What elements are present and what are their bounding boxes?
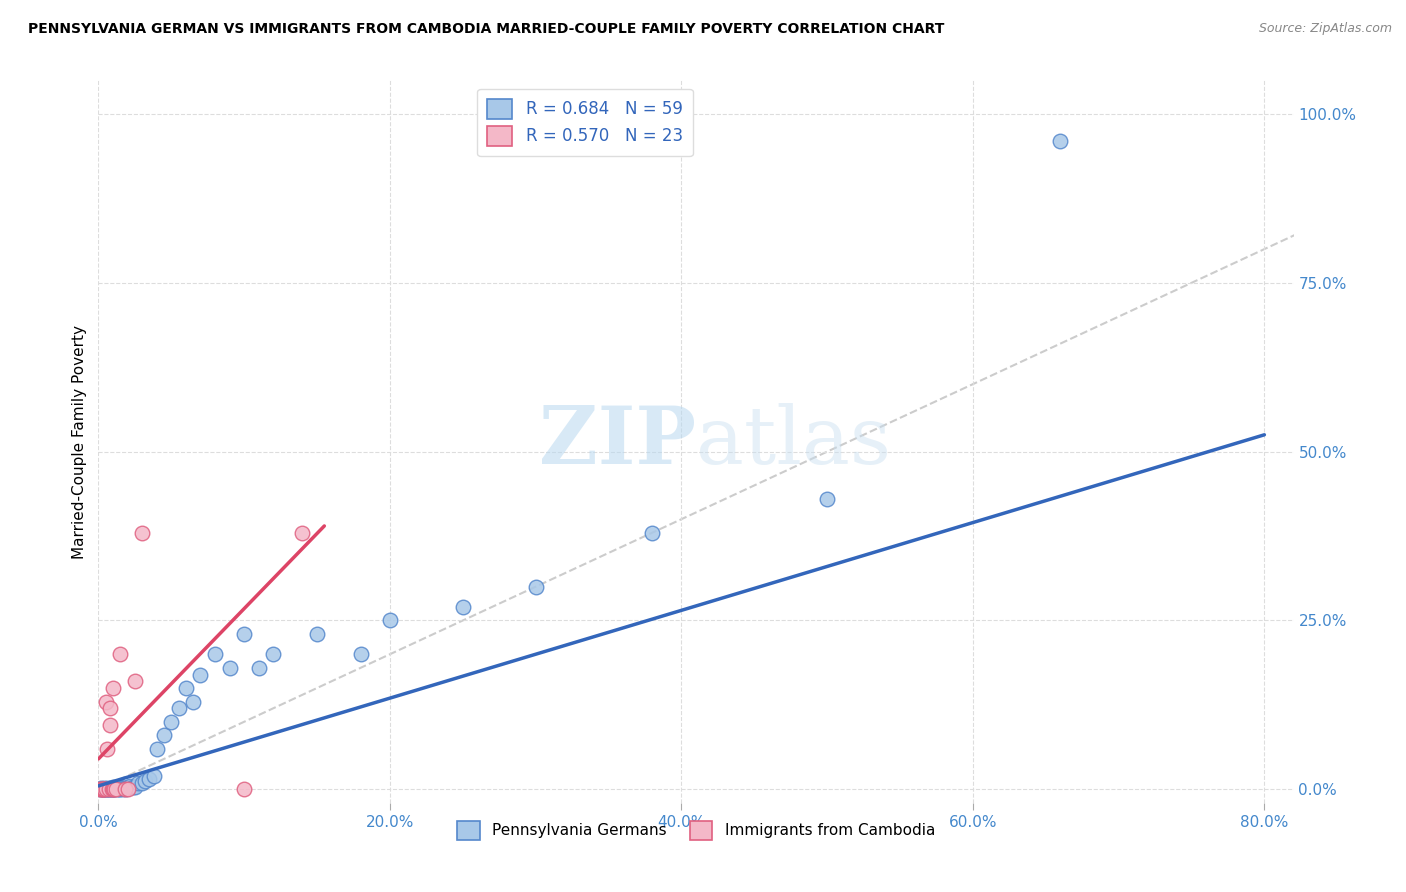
Point [114,780,136,795]
Point [100,781,122,796]
Point [127,775,149,789]
Point [98,718,121,732]
Point [94,781,117,796]
Point [96,781,118,796]
Point [93,781,115,796]
Point [111,780,134,795]
Point [110,781,132,796]
Point [94,781,117,796]
Point [103,781,125,796]
Point [93,780,115,795]
Point [115,781,138,796]
Point [103,781,125,796]
Point [262,647,284,661]
Point [122,780,145,795]
Point [100,781,122,796]
Point [101,780,124,795]
Point [114,781,136,796]
Point [124,780,146,794]
Point [153,728,176,742]
Point [641,525,664,540]
Point [112,781,135,796]
Point [190,667,212,681]
Point [108,781,131,796]
Point [131,775,153,789]
Point [98,780,121,795]
Legend: Pennsylvania Germans, Immigrants from Cambodia: Pennsylvania Germans, Immigrants from Ca… [451,815,941,846]
Point [101,681,124,695]
Point [103,781,125,796]
Point [233,781,256,796]
Point [124,674,146,689]
Point [96,780,118,795]
Point [378,614,401,628]
Point [91,781,114,796]
Text: Source: ZipAtlas.com: Source: ZipAtlas.com [1258,22,1392,36]
Point [110,780,132,795]
Point [98,701,121,715]
Point [101,781,124,796]
Point [89,781,111,796]
Point [524,580,547,594]
Point [291,525,314,540]
Point [117,781,139,796]
Point [815,491,838,506]
Text: atlas: atlas [696,402,891,481]
Point [97,781,120,796]
Point [89,781,111,796]
Point [305,627,328,641]
Point [142,769,165,783]
Point [131,525,153,540]
Point [134,774,156,789]
Point [1049,134,1071,148]
Text: PENNSYLVANIA GERMAN VS IMMIGRANTS FROM CAMBODIA MARRIED-COUPLE FAMILY POVERTY CO: PENNSYLVANIA GERMAN VS IMMIGRANTS FROM C… [28,22,945,37]
Point [90,780,112,795]
Point [91,781,114,796]
Point [93,781,115,796]
Point [181,694,204,708]
Point [167,701,190,715]
Text: ZIP: ZIP [538,402,696,481]
Point [204,647,226,661]
Point [120,779,142,793]
Point [97,781,120,796]
Point [233,627,256,641]
Point [350,647,373,661]
Y-axis label: Married-Couple Family Poverty: Married-Couple Family Poverty [72,325,87,558]
Point [97,781,120,796]
Point [90,781,112,796]
Point [91,781,114,796]
Point [100,781,122,796]
Point [98,781,121,796]
Point [91,781,114,796]
Point [94,781,117,796]
Point [90,781,112,796]
Point [247,661,270,675]
Point [138,772,160,787]
Point [104,780,127,795]
Point [451,599,474,614]
Point [218,661,240,675]
Point [160,714,183,729]
Point [101,780,124,795]
Point [94,694,117,708]
Point [105,781,128,796]
Point [110,647,132,661]
Point [104,781,127,796]
Point [117,780,139,795]
Point [145,741,167,756]
Point [174,681,197,695]
Point [96,741,118,756]
